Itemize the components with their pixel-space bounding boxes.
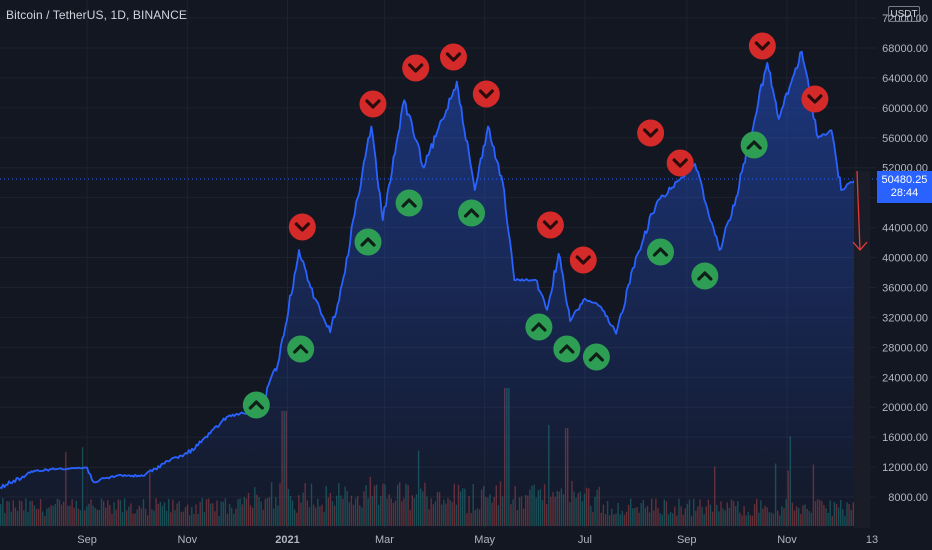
price-tick-label: 60000.00 — [882, 103, 928, 115]
price-tick-label: 72000.00 — [882, 13, 928, 25]
chevron-down-icon — [408, 63, 424, 73]
buy-signal-icon — [582, 343, 610, 371]
chevron-down-icon — [754, 41, 770, 51]
buy-signal-icon — [395, 189, 423, 217]
time-tick-label: Nov — [777, 534, 797, 546]
chevron-up-icon — [746, 140, 762, 150]
projection-shaft — [856, 171, 861, 251]
sell-signal-icon — [472, 80, 500, 108]
bar-countdown: 28:44 — [890, 187, 919, 199]
chevron-down-icon — [807, 94, 823, 104]
price-tick-label: 28000.00 — [882, 342, 928, 354]
projection-arrow — [852, 171, 870, 528]
chevron-up-icon — [559, 344, 575, 354]
chevron-up-icon — [360, 237, 376, 247]
price-line — [0, 50, 857, 490]
chevron-down-icon — [575, 255, 591, 265]
last-price-tag: 50480.25 28:44 — [877, 171, 932, 203]
chevron-up-icon — [463, 208, 480, 218]
last-price-value: 50480.25 — [881, 174, 928, 186]
buy-signal-icon — [553, 335, 581, 363]
price-tick-label: 16000.00 — [882, 432, 928, 444]
chevron-down-icon — [643, 128, 659, 138]
sell-signal-icon — [666, 149, 694, 177]
price-axis[interactable]: 8000.00 12000.00 16000.00 20000.00 24000.00 2… — [882, 13, 928, 504]
price-tick-label: 8000.00 — [888, 492, 928, 504]
time-tick-label: Mar — [375, 534, 394, 546]
time-tick-label: 2021 — [275, 534, 299, 546]
buy-signal-icon — [525, 313, 553, 341]
time-axis[interactable]: Sep Nov 2021 Mar May Jul Sep Nov 13 — [77, 534, 878, 546]
price-tick-label: 24000.00 — [882, 372, 928, 384]
sell-signal-icon — [536, 211, 564, 239]
sell-signal-icon — [402, 54, 430, 82]
signal-markers — [242, 32, 829, 419]
price-area-fill — [0, 51, 856, 528]
price-tick-label: 40000.00 — [882, 253, 928, 265]
sell-signal-icon — [801, 85, 829, 113]
price-tick-label: 20000.00 — [882, 402, 928, 414]
chevron-down-icon — [294, 222, 310, 232]
chevron-down-icon — [542, 220, 559, 230]
time-tick-label: Sep — [77, 534, 97, 546]
currency-label[interactable]: USDT — [888, 6, 920, 22]
buy-signal-icon — [458, 199, 486, 227]
time-tick-label: 13 — [866, 534, 878, 546]
sell-signal-icon — [637, 119, 665, 147]
buy-signal-icon — [691, 262, 719, 290]
price-tick-label: 12000.00 — [882, 462, 928, 474]
sell-signal-icon — [439, 43, 467, 71]
sell-signal-icon — [748, 32, 776, 60]
chevron-up-icon — [531, 322, 547, 332]
buy-signal-icon — [354, 228, 382, 256]
chevron-up-icon — [293, 344, 309, 354]
symbol-title: Bitcoin / TetherUS, 1D, BINANCE — [6, 8, 187, 22]
sell-signal-icon — [569, 246, 597, 274]
chevron-up-icon — [588, 352, 605, 362]
time-tick-label: Sep — [677, 534, 697, 546]
projection-head — [852, 241, 868, 252]
chevron-up-icon — [248, 400, 264, 410]
price-tick-label: 56000.00 — [882, 133, 928, 145]
sell-signal-icon — [359, 90, 387, 118]
time-tick-label: May — [474, 534, 495, 546]
chevron-down-icon — [478, 89, 494, 99]
buy-signal-icon — [242, 391, 270, 419]
buy-signal-icon — [646, 238, 674, 266]
buy-signal-icon — [287, 335, 315, 363]
chevron-up-icon — [652, 247, 669, 257]
chevron-down-icon — [672, 158, 688, 168]
chevron-down-icon — [445, 52, 462, 62]
price-tick-label: 68000.00 — [882, 43, 928, 55]
time-tick-label: Nov — [178, 534, 198, 546]
price-tick-label: 64000.00 — [882, 73, 928, 85]
sell-signal-icon — [288, 213, 316, 241]
projection-shade — [854, 171, 870, 528]
buy-signal-icon — [740, 131, 768, 159]
chevron-up-icon — [401, 198, 417, 208]
price-tick-label: 44000.00 — [882, 223, 928, 235]
price-tick-label: 36000.00 — [882, 282, 928, 294]
price-area — [0, 50, 857, 528]
chevron-down-icon — [365, 99, 381, 109]
price-tick-label: 32000.00 — [882, 312, 928, 324]
chevron-up-icon — [697, 271, 713, 281]
time-tick-label: Jul — [578, 534, 592, 546]
